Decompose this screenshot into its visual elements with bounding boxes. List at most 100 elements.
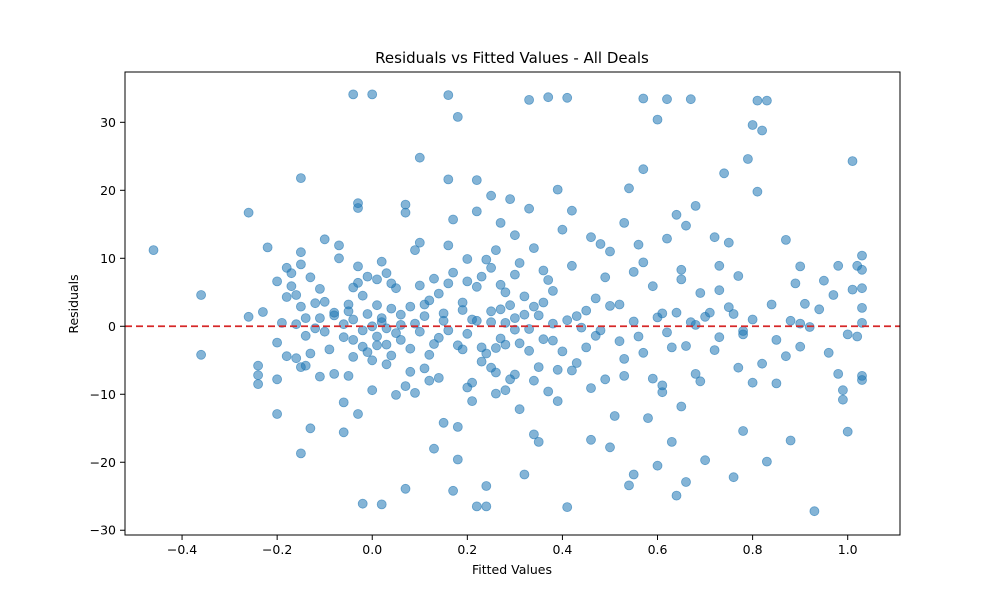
scatter-point — [319, 326, 330, 337]
scatter-point — [305, 348, 316, 359]
scatter-point — [443, 174, 454, 185]
x-tick-label: 0.0 — [362, 542, 382, 557]
scatter-point — [276, 317, 287, 328]
scatter-point — [500, 317, 511, 328]
scatter-point — [838, 385, 848, 396]
scatter-point — [690, 200, 701, 211]
scatter-point — [657, 380, 668, 391]
scatter-point — [662, 327, 672, 338]
scatter-point — [338, 397, 349, 408]
scatter-point — [295, 448, 306, 459]
scatter-point — [471, 175, 482, 186]
scatter-point — [471, 501, 482, 512]
scatter-point — [462, 254, 473, 264]
scatter-point — [467, 396, 478, 407]
scatter-point — [723, 237, 734, 248]
scatter-point — [581, 342, 592, 353]
x-axis-ticks: −0.4 −0.2 0.0 0.2 0.4 0.6 0.8 1.0 — [167, 535, 858, 557]
scatter-point — [391, 389, 401, 400]
scatter-point — [524, 203, 534, 214]
scatter-point — [552, 364, 563, 375]
y-tick-label: 0 — [108, 319, 116, 334]
scatter-point — [300, 330, 311, 341]
scatter-point — [681, 341, 691, 351]
scatter-point — [633, 331, 644, 342]
scatter-point — [381, 359, 392, 370]
scatter-point — [510, 313, 520, 324]
scatter-point — [438, 417, 449, 428]
scatter-point — [500, 385, 511, 396]
scatter-point — [295, 173, 306, 184]
scatter-point — [567, 205, 577, 216]
scatter-point — [842, 426, 853, 437]
scatter-point — [253, 379, 264, 390]
scatter-point — [543, 275, 554, 285]
scatter-point — [619, 370, 630, 381]
scatter-point — [819, 275, 829, 286]
scatter-point — [638, 347, 649, 358]
scatter-point — [305, 272, 316, 283]
scatter-point — [286, 268, 297, 279]
scatter-point — [552, 184, 563, 195]
scatter-point — [510, 269, 520, 280]
scatter-point — [395, 309, 406, 320]
scatter-point — [529, 429, 539, 440]
x-tick-label: 0.2 — [457, 542, 477, 557]
scatter-point — [562, 315, 573, 326]
y-axis-ticks: −30 −20 −10 0 10 20 30 — [90, 115, 125, 538]
scatter-point — [733, 271, 744, 281]
scatter-point — [357, 341, 368, 352]
scatter-point — [524, 345, 534, 356]
scatter-point — [628, 316, 639, 327]
scatter-point — [738, 426, 748, 436]
scatter-point — [714, 260, 725, 271]
scatter-point — [633, 239, 644, 250]
scatter-point — [443, 278, 454, 289]
scatter-point — [614, 336, 625, 347]
scatter-point — [376, 317, 387, 328]
scatter-point — [338, 319, 349, 330]
scatter-point — [638, 257, 649, 268]
scatter-point — [291, 353, 302, 364]
scatter-point — [372, 274, 382, 285]
scatter-point — [414, 152, 425, 163]
scatter-point — [586, 383, 596, 394]
scatter-point — [519, 291, 530, 302]
scatter-point — [700, 311, 710, 322]
scatter-point — [291, 319, 302, 330]
y-tick-label: −30 — [90, 523, 116, 538]
scatter-point — [685, 94, 696, 105]
scatter-point — [410, 245, 420, 256]
scatter-point — [295, 259, 306, 270]
scatter-point — [581, 305, 592, 316]
scatter-point — [638, 164, 649, 175]
scatter-point — [557, 224, 568, 235]
scatter-point — [357, 325, 368, 336]
scatter-point — [495, 217, 506, 228]
scatter-point — [757, 125, 767, 136]
scatter-point — [609, 411, 620, 421]
scatter-point — [381, 339, 392, 350]
scatter-point — [676, 401, 687, 412]
scatter-point — [452, 454, 463, 465]
scatter-point — [533, 436, 544, 447]
scatter-point — [533, 310, 544, 321]
plot-frame — [124, 71, 901, 536]
scatter-point — [286, 281, 297, 292]
scatter-point — [762, 95, 772, 106]
scatter-point — [505, 300, 516, 311]
scatter-point — [619, 217, 630, 228]
scatter-point — [448, 214, 459, 225]
scatter-point — [481, 481, 492, 491]
scatter-point — [433, 288, 444, 299]
scatter-point — [391, 283, 401, 294]
scatter-point — [757, 358, 767, 369]
scatter-point — [524, 95, 534, 105]
scatter-point — [533, 362, 544, 373]
scatter-point — [196, 349, 207, 360]
scatter-point — [486, 262, 497, 273]
scatter-point — [452, 340, 463, 351]
scatter-point — [319, 296, 330, 307]
scatter-point — [486, 306, 497, 317]
scatter-point — [376, 499, 387, 510]
